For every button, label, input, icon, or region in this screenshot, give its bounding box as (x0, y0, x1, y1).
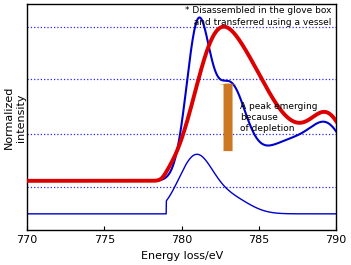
X-axis label: Energy loss/eV: Energy loss/eV (140, 251, 223, 261)
Text: A peak emerging
because
of depletion: A peak emerging because of depletion (240, 102, 318, 133)
Text: * Disassembled in the glove box
  and transferred using a vessel: * Disassembled in the glove box and tran… (185, 6, 332, 27)
Y-axis label: Normalized
intensity: Normalized intensity (4, 86, 26, 149)
